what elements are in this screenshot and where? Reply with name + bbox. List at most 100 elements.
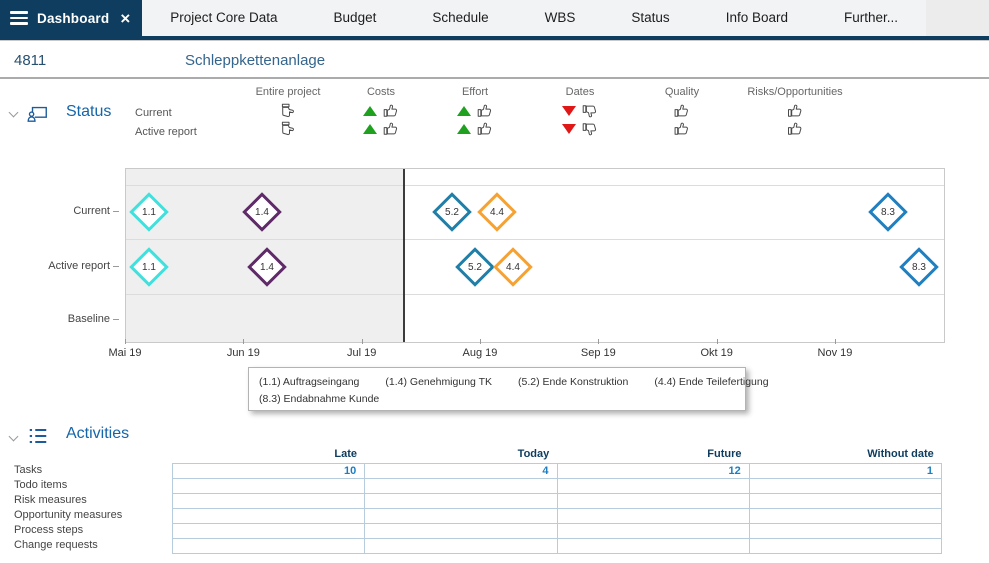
status-section-icon bbox=[27, 106, 47, 122]
status-active-indicators bbox=[787, 120, 803, 138]
axis-tick-label: Nov 19 bbox=[817, 347, 853, 359]
legend-entry: (5.2) Ende Konstruktion bbox=[518, 376, 629, 388]
status-col-label: Dates bbox=[565, 86, 595, 98]
activities-grid: 10 4 12 1 bbox=[172, 463, 942, 554]
row-axis-tick bbox=[113, 319, 119, 320]
milestone-legend: (1.1) Auftragseingang (1.4) Genehmigung T… bbox=[248, 367, 769, 411]
status-active-indicators bbox=[562, 120, 598, 138]
status-col-risks-opportunities: Risks/Opportunities bbox=[747, 85, 843, 138]
milestone-label: 8.3 bbox=[912, 261, 927, 273]
status-col-label: Entire project bbox=[255, 86, 321, 98]
activities-section-icon bbox=[29, 429, 47, 443]
axis-tick bbox=[598, 339, 600, 344]
milestone-plot: 1.1 1.4 5.2 4.4 8.3 1.1 1.4 5.2 4.4 8.3 bbox=[125, 168, 945, 343]
milestone-label: 1.4 bbox=[259, 261, 274, 273]
axis-tick bbox=[834, 339, 836, 344]
status-col-label: Quality bbox=[664, 86, 700, 98]
activity-cell bbox=[173, 479, 366, 494]
thumb-up-icon bbox=[477, 122, 492, 135]
thumb-up-icon bbox=[477, 104, 492, 117]
activities-row-label-change-requests: Change requests bbox=[14, 539, 98, 551]
status-current-indicators bbox=[280, 102, 296, 120]
thumb-down-icon bbox=[582, 123, 597, 136]
milestone-8.3[interactable]: 8.3 bbox=[899, 247, 940, 287]
trend-up-icon bbox=[457, 106, 471, 116]
activities-row-label-opportunity-measures: Opportunity measures bbox=[14, 509, 123, 521]
tab-info-board[interactable]: Info Board bbox=[725, 10, 788, 25]
legend-entry: (1.4) Genehmigung TK bbox=[385, 376, 493, 388]
milestone-label: 5.2 bbox=[444, 206, 459, 218]
milestone-5.2[interactable]: 5.2 bbox=[455, 247, 496, 287]
activity-cell[interactable]: 1 bbox=[749, 464, 942, 479]
chart-row-label-current: Current bbox=[73, 205, 110, 217]
tab-budget[interactable]: Budget bbox=[333, 10, 377, 25]
activity-cell bbox=[749, 524, 942, 539]
tab-status[interactable]: Status bbox=[631, 10, 670, 25]
tab-project-core-data[interactable]: Project Core Data bbox=[170, 10, 278, 25]
thumb-neutral-icon bbox=[282, 121, 295, 136]
legend-entry: (1.1) Auftragseingang bbox=[259, 376, 360, 388]
trend-up-icon bbox=[363, 124, 377, 134]
activities-collapse-chevron-icon[interactable] bbox=[9, 433, 19, 443]
activity-cell bbox=[749, 479, 942, 494]
tab-wbs[interactable]: WBS bbox=[544, 10, 576, 25]
milestone-label: 5.2 bbox=[468, 261, 483, 273]
activity-cell bbox=[173, 539, 366, 554]
activity-cell[interactable]: 12 bbox=[557, 464, 750, 479]
status-col-label: Effort bbox=[461, 86, 489, 98]
activities-section-title: Activities bbox=[66, 425, 130, 442]
status-current-indicators bbox=[787, 102, 803, 120]
trend-down-icon bbox=[562, 106, 576, 116]
status-col-label: Costs bbox=[366, 86, 396, 98]
tab-bar: Dashboard × Project Core Data Budget Sched… bbox=[0, 0, 989, 40]
row-axis-tick bbox=[113, 266, 119, 267]
thumb-down-icon bbox=[582, 105, 597, 118]
axis-tick bbox=[243, 339, 245, 344]
activity-cell bbox=[557, 524, 750, 539]
menu-icon[interactable] bbox=[10, 11, 28, 25]
project-name: Schleppkettenanlage bbox=[185, 52, 326, 69]
activities-col-header-without-date: Without date bbox=[867, 448, 934, 460]
milestone-5.2[interactable]: 5.2 bbox=[431, 192, 472, 232]
thumb-up-icon bbox=[787, 104, 802, 117]
axis-tick-label: Aug 19 bbox=[462, 347, 498, 359]
status-active-indicators bbox=[674, 120, 690, 138]
status-active-indicators bbox=[457, 120, 493, 138]
status-active-indicators bbox=[363, 120, 399, 138]
activities-row-label-tasks: Tasks bbox=[14, 464, 43, 476]
row-axis-tick bbox=[113, 211, 119, 212]
activity-cell bbox=[173, 524, 366, 539]
trend-up-icon bbox=[363, 106, 377, 116]
axis-tick bbox=[716, 339, 718, 344]
activity-cell bbox=[365, 539, 558, 554]
activity-cell bbox=[557, 509, 750, 524]
milestone-8.3[interactable]: 8.3 bbox=[868, 192, 909, 232]
milestone-4.4[interactable]: 4.4 bbox=[477, 192, 518, 232]
milestone-4.4[interactable]: 4.4 bbox=[493, 247, 533, 287]
thumb-up-icon bbox=[383, 104, 398, 117]
activity-cell bbox=[557, 539, 750, 554]
milestone-label: 1.1 bbox=[141, 206, 156, 218]
tabbar-end bbox=[926, 0, 989, 36]
trend-up-icon bbox=[457, 124, 471, 134]
activity-cell[interactable]: 10 bbox=[173, 464, 366, 479]
axis-tick bbox=[361, 339, 363, 344]
activities-row-label-risk-measures: Risk measures bbox=[14, 494, 87, 506]
tab-dashboard[interactable]: Dashboard × bbox=[0, 0, 143, 36]
activity-cell[interactable]: 4 bbox=[365, 464, 558, 479]
activity-cell bbox=[173, 494, 366, 509]
close-tab-icon[interactable]: × bbox=[120, 8, 131, 28]
thumb-up-icon bbox=[787, 122, 802, 135]
tab-further[interactable]: Further... bbox=[843, 10, 899, 25]
status-current-indicators bbox=[457, 102, 493, 120]
status-current-indicators bbox=[674, 102, 690, 120]
activities-col-header-future: Future bbox=[707, 448, 742, 460]
project-header: 4811 Schleppkettenanlage bbox=[0, 40, 989, 79]
activity-cell bbox=[749, 494, 942, 509]
activity-cell bbox=[557, 479, 750, 494]
activities-row-label-process-steps: Process steps bbox=[14, 524, 84, 536]
tab-schedule[interactable]: Schedule bbox=[432, 10, 489, 25]
thumb-up-icon bbox=[674, 104, 689, 117]
legend-line: (8.3) Endabnahme Kunde bbox=[259, 389, 735, 406]
